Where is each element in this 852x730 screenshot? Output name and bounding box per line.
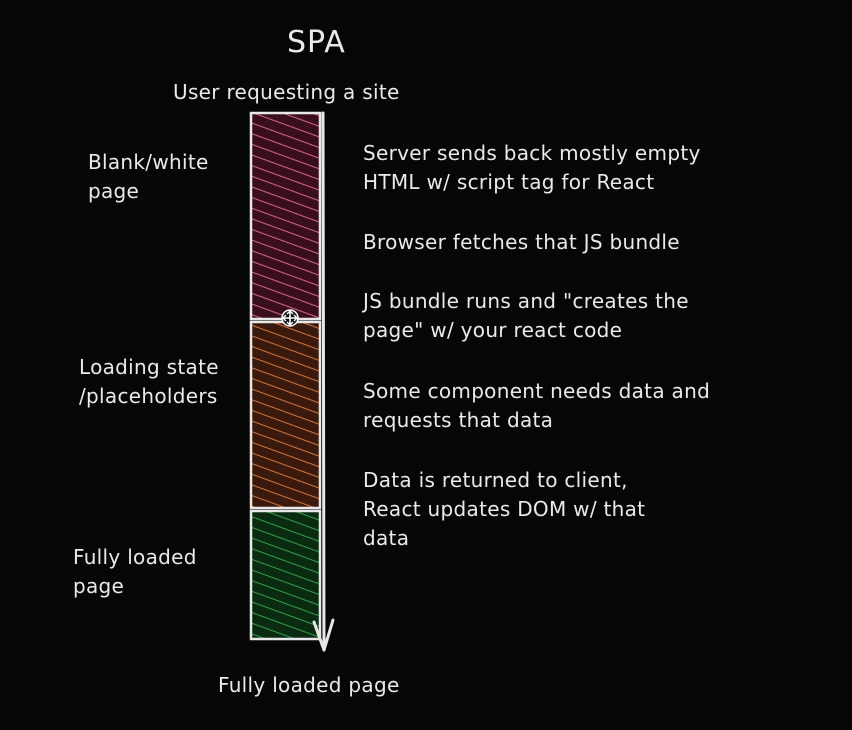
arrow-head bbox=[312, 618, 335, 652]
segment-blank bbox=[249, 111, 322, 321]
step-3: JS bundle runs and "creates the page" w/… bbox=[363, 289, 689, 342]
segment-loaded bbox=[249, 509, 322, 641]
top-label: User requesting a site bbox=[173, 80, 400, 104]
label-blank: Blank/white page bbox=[88, 150, 209, 203]
step-2: Browser fetches that JS bundle bbox=[363, 230, 680, 254]
step-4: Some component needs data and requests t… bbox=[363, 379, 711, 432]
bottom-label: Fully loaded page bbox=[218, 673, 400, 697]
label-loaded: Fully loaded page bbox=[73, 545, 197, 598]
timeline-arrow bbox=[321, 111, 326, 652]
diagram-title: SPA bbox=[287, 25, 346, 60]
step-1: Server sends back mostly empty HTML w/ s… bbox=[363, 141, 701, 194]
segment-loading bbox=[249, 320, 322, 510]
step-5: Data is returned to client, React update… bbox=[363, 468, 646, 550]
label-loading: Loading state /placeholders bbox=[79, 355, 219, 408]
move-cursor-icon bbox=[281, 309, 299, 327]
